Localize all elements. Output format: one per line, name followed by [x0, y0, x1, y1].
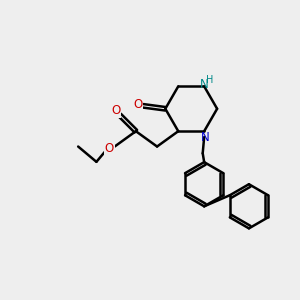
Text: H: H — [206, 75, 213, 85]
Text: N: N — [200, 78, 208, 92]
Text: O: O — [133, 98, 142, 111]
Text: O: O — [105, 142, 114, 154]
Text: O: O — [112, 104, 121, 117]
Text: N: N — [200, 130, 209, 144]
